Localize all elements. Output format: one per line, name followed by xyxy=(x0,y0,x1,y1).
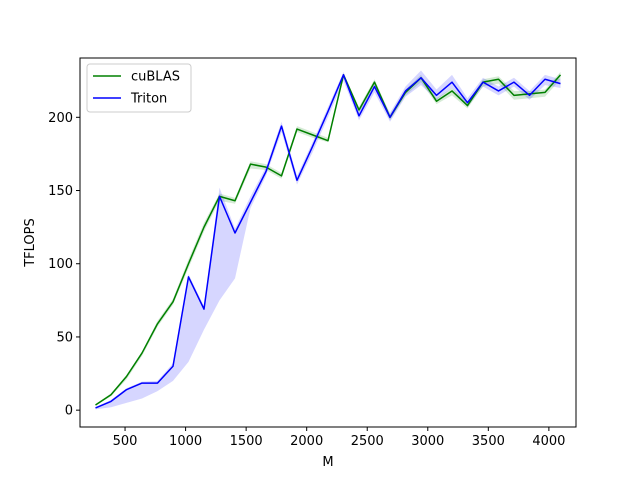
band-triton xyxy=(95,70,561,410)
y-tick-label: 100 xyxy=(48,257,73,272)
x-axis-label: M xyxy=(322,455,333,470)
series-line-cublas xyxy=(95,74,562,406)
x-axis: 500 1000 1500 2000 2500 3000 3500 4000 xyxy=(113,427,565,449)
x-tick-label: 3500 xyxy=(472,434,505,449)
y-axis-label: TFLOPS xyxy=(23,218,38,268)
legend-label-triton: Triton xyxy=(130,92,167,107)
plot-frame xyxy=(79,57,577,428)
series-line-triton xyxy=(95,74,561,409)
x-tick-label: 2000 xyxy=(290,434,323,449)
legend-label-cublas: cuBLAS xyxy=(131,70,180,85)
series-lines xyxy=(95,74,562,409)
y-tick-label: 150 xyxy=(48,184,73,199)
y-tick-label: 200 xyxy=(48,111,73,126)
x-tick-label: 2500 xyxy=(351,434,384,449)
confidence-bands xyxy=(95,70,561,410)
x-tick-label: 1500 xyxy=(230,434,263,449)
y-tick-label: 0 xyxy=(65,404,73,419)
band-cublas xyxy=(95,71,561,406)
y-tick-label: 50 xyxy=(56,330,73,345)
legend: cuBLAS Triton xyxy=(86,63,192,113)
y-axis: 0 50 100 150 200 xyxy=(48,111,80,419)
x-tick-label: 3000 xyxy=(411,434,444,449)
x-tick-label: 500 xyxy=(113,434,138,449)
x-tick-label: 4000 xyxy=(532,434,565,449)
x-tick-label: 1000 xyxy=(169,434,202,449)
